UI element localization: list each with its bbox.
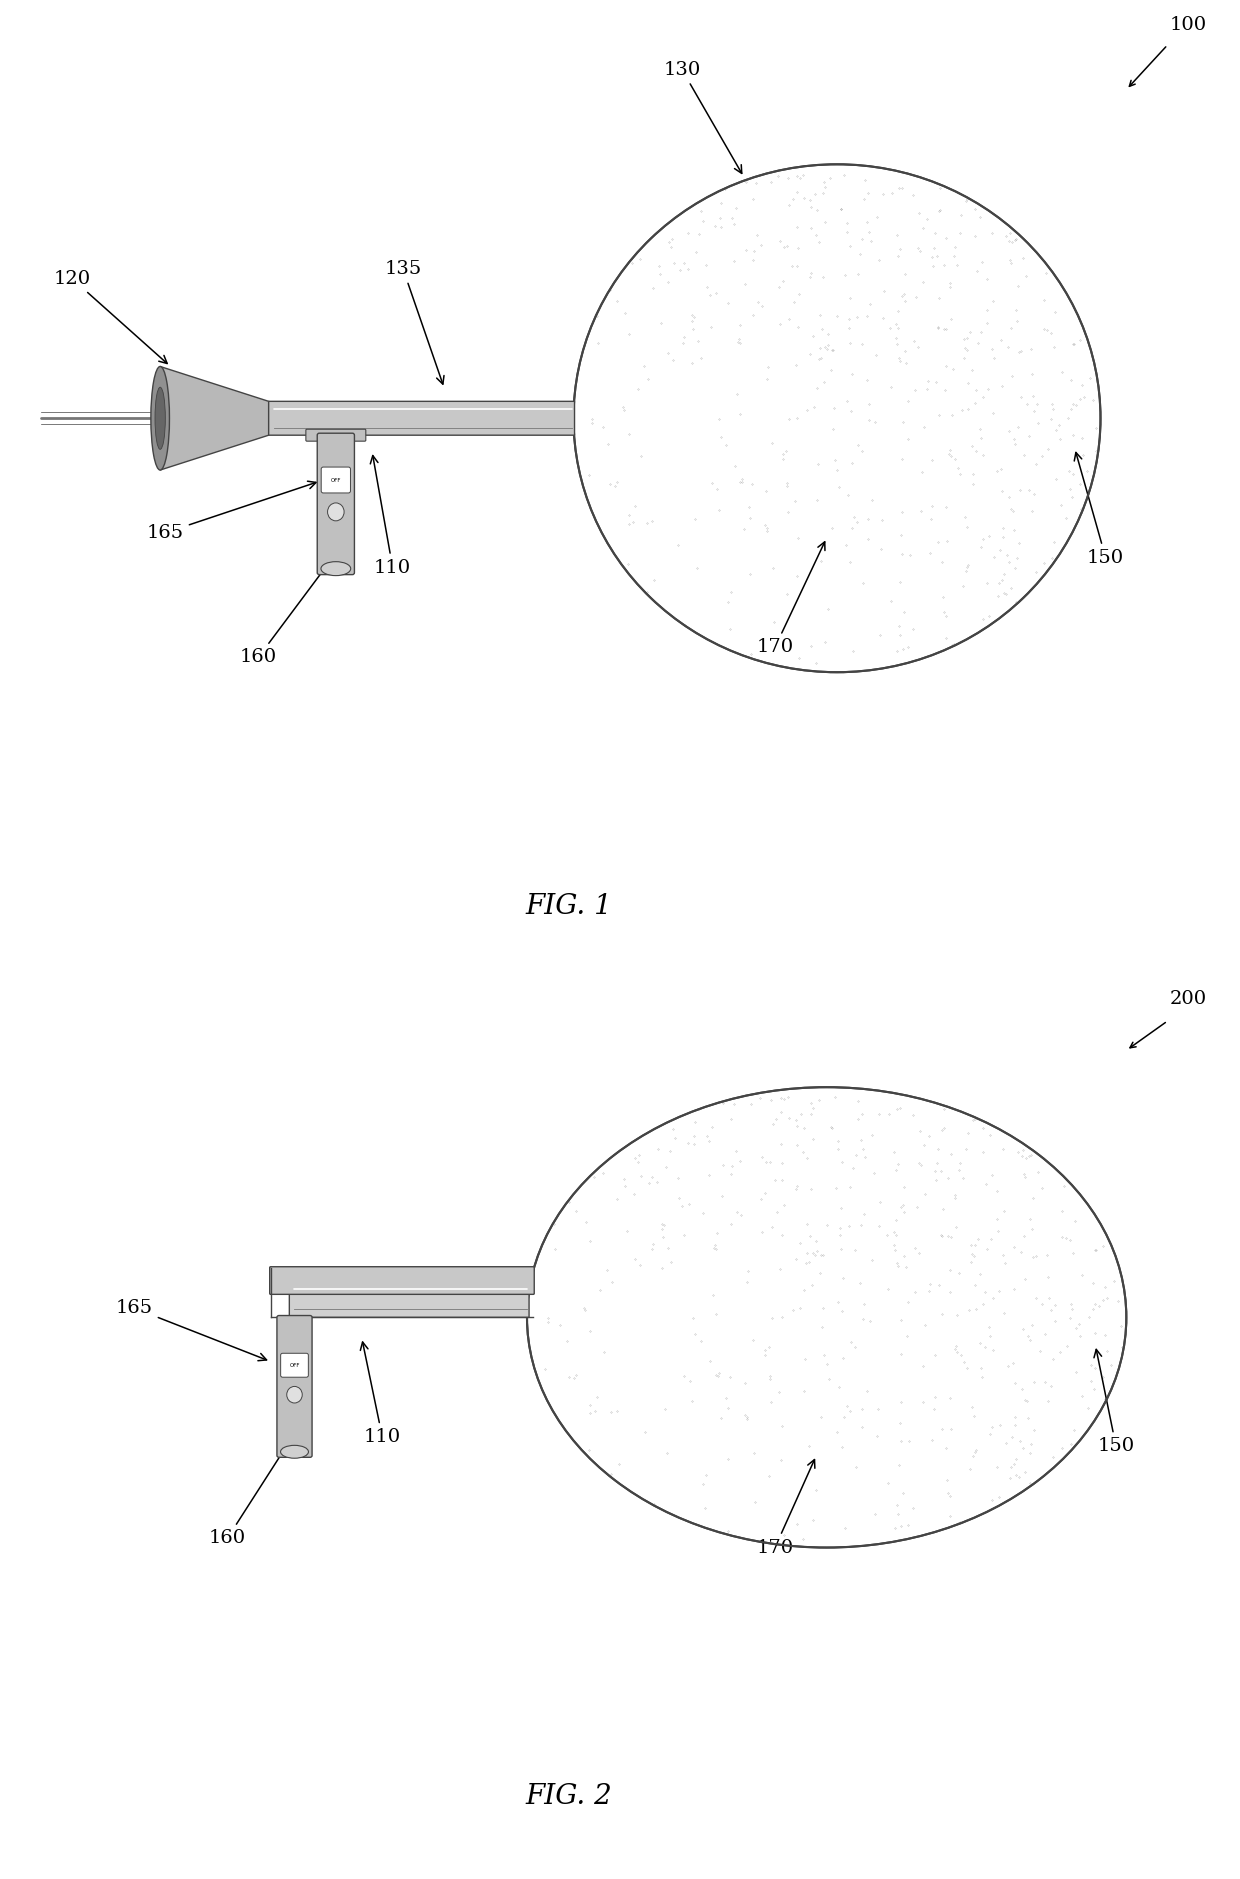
FancyBboxPatch shape: [270, 1266, 534, 1295]
Ellipse shape: [286, 1387, 303, 1404]
Text: 120: 120: [53, 271, 167, 363]
Ellipse shape: [280, 1445, 309, 1458]
Text: 135: 135: [384, 259, 444, 383]
FancyBboxPatch shape: [321, 468, 351, 492]
Text: 110: 110: [371, 455, 412, 577]
Text: 200: 200: [1169, 990, 1207, 1009]
FancyBboxPatch shape: [280, 1353, 309, 1377]
Text: FIG. 1: FIG. 1: [525, 893, 611, 919]
Text: 165: 165: [146, 481, 316, 541]
Ellipse shape: [151, 366, 170, 470]
FancyBboxPatch shape: [306, 428, 366, 442]
FancyBboxPatch shape: [269, 402, 574, 436]
Ellipse shape: [155, 387, 165, 449]
Ellipse shape: [573, 163, 1101, 673]
Ellipse shape: [327, 504, 343, 520]
Text: 165: 165: [115, 1298, 267, 1360]
Ellipse shape: [527, 1088, 1126, 1548]
Polygon shape: [160, 366, 269, 470]
Text: 100: 100: [1169, 15, 1207, 34]
FancyBboxPatch shape: [317, 434, 355, 575]
Ellipse shape: [321, 562, 351, 575]
Text: 160: 160: [239, 562, 330, 667]
FancyBboxPatch shape: [289, 1281, 529, 1317]
Text: 170: 170: [756, 1460, 815, 1556]
Text: 130: 130: [663, 60, 742, 173]
Text: 150: 150: [1094, 1349, 1135, 1454]
Text: OFF: OFF: [331, 477, 341, 483]
Text: 170: 170: [756, 541, 825, 656]
Text: FIG. 2: FIG. 2: [525, 1783, 611, 1809]
Text: 160: 160: [208, 1445, 286, 1546]
Text: OFF: OFF: [289, 1362, 300, 1368]
Text: 150: 150: [1074, 453, 1125, 567]
FancyBboxPatch shape: [277, 1315, 312, 1458]
Text: 110: 110: [361, 1342, 401, 1447]
